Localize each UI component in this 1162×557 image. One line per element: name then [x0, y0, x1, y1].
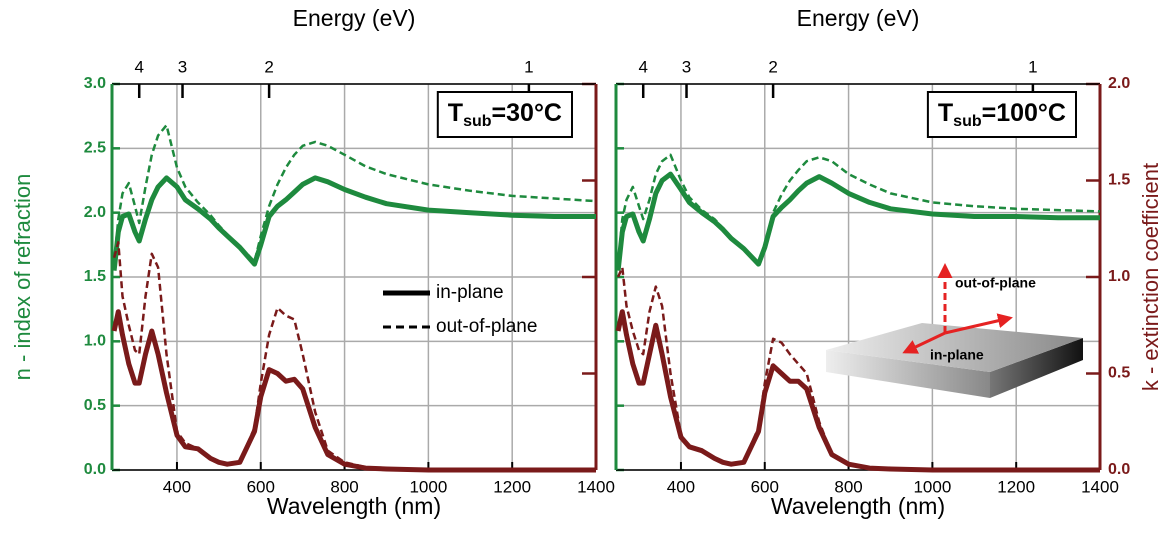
x2-tick-label: 1: [524, 57, 533, 76]
x2-tick-label: 2: [264, 57, 273, 76]
annotation-part: sub: [463, 113, 492, 130]
panel: 400 600 800 1000 1200 1400 0.0 0.5 1.0 1.5 2.0 2.5 3…: [10, 5, 615, 519]
x-tick-label: 1200: [493, 477, 531, 496]
inset-label: in-plane: [930, 347, 984, 363]
x-tick-label: 400: [667, 477, 695, 496]
y-tick-label: 0.0: [84, 461, 106, 478]
x-tick-label: 600: [751, 477, 779, 496]
x-tick-label: 400: [163, 477, 191, 496]
x-tick-label: 1000: [913, 477, 951, 496]
x-tick-label: 1200: [997, 477, 1035, 496]
x-tick-label: 1400: [1081, 477, 1119, 496]
x2-tick-label: 3: [682, 57, 691, 76]
inset: out-of-plane in-plane: [826, 263, 1083, 398]
y-tick-label: 3.0: [84, 75, 106, 92]
annotation-text: Tsub=100°C: [938, 99, 1066, 131]
series-line: [112, 241, 596, 472]
y-tick-label: 0.5: [84, 397, 106, 414]
x2-axis-title: Energy (eV): [797, 5, 920, 31]
series-line: [616, 266, 1100, 472]
series-line: [615, 171, 1100, 271]
x2-tick-label: 1: [1028, 57, 1037, 76]
series-line: [616, 153, 1101, 267]
x-tick-label: 800: [834, 477, 862, 496]
y2-tick-label: 0.0: [1108, 461, 1130, 478]
annotation-text: Tsub=30°C: [448, 99, 562, 131]
legend-label: in-plane: [436, 282, 504, 303]
annotation-part: T: [448, 99, 463, 127]
x-tick-label: 1400: [577, 477, 615, 496]
y2-tick-label: 2.0: [1108, 75, 1130, 92]
inset-label: out-of-plane: [955, 275, 1036, 291]
x2-tick-label: 3: [178, 57, 187, 76]
y-tick-label: 2.0: [84, 204, 106, 221]
annotation-part: T: [938, 99, 953, 127]
annotation: Tsub=30°C: [436, 91, 573, 138]
y2-tick-label: 1.5: [1108, 172, 1130, 189]
x-tick-label: 1000: [409, 477, 447, 496]
x-tick-label: 800: [330, 477, 358, 496]
annotation-box: [926, 91, 1077, 138]
series-line: [111, 309, 596, 473]
y-tick-label: 2.5: [84, 140, 106, 157]
slab-top: [826, 323, 1083, 372]
annotation: Tsub=100°C: [926, 91, 1077, 138]
y-axis-title: n - index of refraction: [10, 174, 35, 381]
series-line: [111, 175, 596, 271]
x2-tick-label: 4: [134, 57, 143, 76]
x2-tick-label: 4: [638, 57, 647, 76]
y-tick-label: 1.5: [84, 268, 106, 285]
x2-axis-title: Energy (eV): [293, 5, 416, 31]
x-tick-label: 600: [247, 477, 275, 496]
slab-side: [990, 338, 1083, 398]
y2-tick-label: 1.0: [1108, 268, 1130, 285]
annotation-part: =30°C: [492, 99, 562, 127]
arrow: [902, 331, 946, 354]
legend-label: out-of-plane: [436, 316, 537, 337]
x2-tick-label: 2: [768, 57, 777, 76]
annotation-box: [436, 91, 573, 138]
annotation-part: sub: [953, 113, 982, 130]
y2-tick-label: 0.5: [1108, 365, 1130, 382]
y2-axis-title: k - extinction coefficient: [1138, 163, 1162, 391]
x-axis-title: Wavelength (nm): [771, 493, 945, 519]
annotation-part: =100°C: [982, 99, 1066, 127]
arrow: [944, 313, 1013, 335]
y-tick-label: 1.0: [84, 333, 106, 350]
slab-front: [826, 350, 990, 398]
x-axis-title: Wavelength (nm): [267, 493, 441, 519]
